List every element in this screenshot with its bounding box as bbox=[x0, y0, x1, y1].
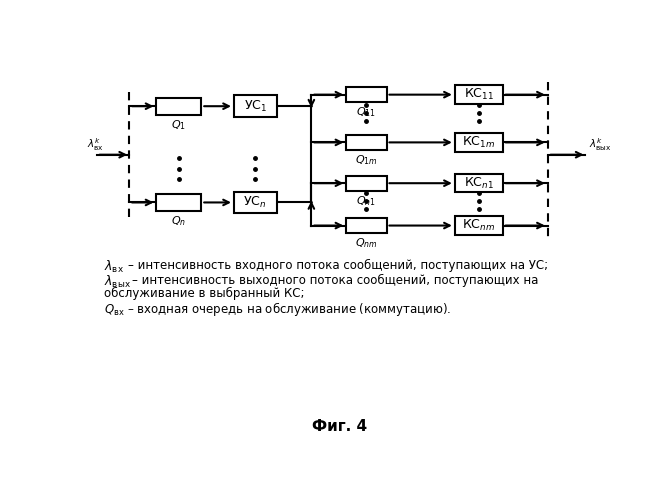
Bar bbox=[455, 86, 503, 104]
Text: КС$_{1m}$: КС$_{1m}$ bbox=[462, 135, 495, 150]
Text: КС$_{nm}$: КС$_{nm}$ bbox=[462, 218, 495, 233]
Text: $Q_{11}$: $Q_{11}$ bbox=[356, 106, 377, 119]
Bar bbox=[346, 176, 387, 191]
Text: $\lambda^k_{\rm вх}$: $\lambda^k_{\rm вх}$ bbox=[87, 136, 103, 153]
Text: $\lambda^k_{\rm вых}$: $\lambda^k_{\rm вых}$ bbox=[589, 136, 612, 153]
Bar bbox=[346, 87, 387, 102]
Bar bbox=[346, 134, 387, 150]
Bar bbox=[455, 133, 503, 152]
Text: УС$_n$: УС$_n$ bbox=[244, 195, 267, 210]
Text: $Q_{nm}$: $Q_{nm}$ bbox=[355, 236, 378, 250]
Text: $Q_{n1}$: $Q_{n1}$ bbox=[356, 194, 377, 208]
Bar bbox=[346, 218, 387, 233]
Text: $Q_n$: $Q_n$ bbox=[171, 214, 187, 228]
Text: – интенсивность выходного потока сообщений, поступающих на: – интенсивность выходного потока сообщен… bbox=[132, 274, 539, 287]
Bar bbox=[234, 96, 277, 117]
Text: – интенсивность входного потока сообщений, поступающих на УС;: – интенсивность входного потока сообщени… bbox=[128, 258, 548, 272]
Text: УС$_1$: УС$_1$ bbox=[244, 98, 267, 114]
Text: КС$_{n1}$: КС$_{n1}$ bbox=[464, 176, 494, 190]
Bar bbox=[156, 98, 201, 114]
Text: $\lambda_{\rm вых}$: $\lambda_{\rm вых}$ bbox=[105, 274, 131, 290]
Bar bbox=[156, 194, 201, 211]
Text: $Q_{\rm вх}$ – входная очередь на обслуживание (коммутацию).: $Q_{\rm вх}$ – входная очередь на обслуж… bbox=[105, 300, 451, 318]
Text: КС$_{11}$: КС$_{11}$ bbox=[464, 87, 494, 102]
Text: $Q_1$: $Q_1$ bbox=[171, 118, 186, 132]
Text: обслуживание в выбранный КС;: обслуживание в выбранный КС; bbox=[105, 287, 305, 300]
Bar bbox=[455, 216, 503, 235]
Text: $Q_{1m}$: $Q_{1m}$ bbox=[355, 153, 378, 167]
Bar bbox=[455, 174, 503, 193]
Bar bbox=[234, 192, 277, 213]
Text: $\lambda_{\rm вх}$: $\lambda_{\rm вх}$ bbox=[105, 258, 124, 275]
Text: Фиг. 4: Фиг. 4 bbox=[312, 419, 367, 434]
